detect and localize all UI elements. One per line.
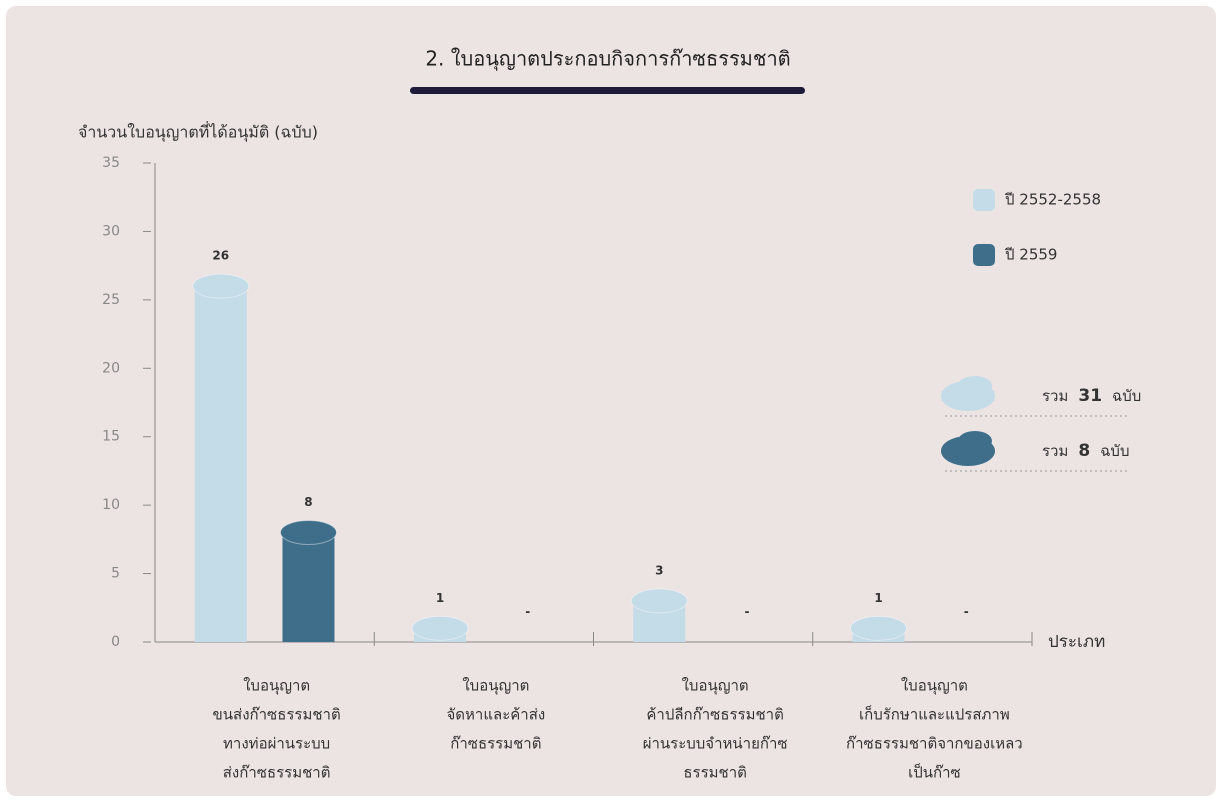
value-label: - (744, 605, 749, 619)
total-icon (958, 431, 992, 451)
title-underline (410, 87, 805, 94)
y-tick-label: 35 (102, 155, 120, 171)
legend-label: ปี 2552-2558 (1004, 191, 1101, 209)
total-label: รวม 8 ฉบับ (1042, 441, 1129, 461)
x-tick-label: ผ่านระบบจำหน่ายก๊าซ (643, 735, 788, 753)
y-tick-label: 5 (111, 566, 120, 582)
total-prefix: รวม (1042, 387, 1068, 405)
total-prefix: รวม (1042, 442, 1068, 460)
x-tick-label: ขนส่งก๊าซธรรมชาติ (213, 706, 341, 724)
x-tick-label: ใบอนุญาต (462, 677, 529, 696)
y-tick-label: 20 (102, 360, 120, 376)
value-label: 26 (212, 249, 229, 263)
x-tick-label: ใบอนุญาต (682, 677, 749, 696)
y-tick-label: 25 (102, 292, 120, 308)
x-tick-label: ค้าปลีกก๊าซธรรมชาติ (646, 706, 783, 724)
value-label: - (525, 605, 530, 619)
bar-cap (850, 615, 908, 641)
value-label: 8 (304, 495, 312, 509)
x-tick-label: เก็บรักษาและแปรสภาพ (859, 705, 1010, 724)
x-tick-label: ใบอนุญาต (243, 677, 310, 696)
total-value: 31 (1078, 386, 1102, 406)
legend-swatch (973, 244, 995, 266)
x-tick-label: เป็นก๊าซ (908, 763, 961, 782)
x-tick-label: ก๊าซธรรมชาติ (450, 735, 541, 753)
x-tick-label: ทางท่อผ่านระบบ (223, 735, 330, 753)
bar-cap (279, 520, 337, 546)
bar (194, 286, 247, 642)
total-value: 8 (1078, 441, 1090, 461)
bar-cap (411, 615, 469, 641)
total-unit: ฉบับ (1100, 442, 1129, 460)
total-unit: ฉบับ (1112, 387, 1141, 405)
chart-title: 2. ใบอนุญาตประกอบกิจการก๊าซธรรมชาติ (425, 47, 790, 72)
value-label: - (964, 605, 969, 619)
bar-cap (630, 588, 688, 614)
bar (282, 532, 335, 642)
value-label: 3 (655, 563, 663, 577)
x-tick-label: ธรรมชาติ (683, 764, 747, 782)
total-icon (958, 376, 992, 396)
value-label: 1 (436, 591, 444, 605)
y-tick-label: 15 (102, 429, 120, 445)
total-label: รวม 31 ฉบับ (1042, 386, 1141, 406)
y-axis-label: จำนวนใบอนุญาตที่ได้อนุมัติ (ฉบับ) (78, 121, 318, 143)
y-tick-label: 0 (111, 634, 120, 650)
y-tick-label: 10 (102, 497, 120, 513)
x-tick-label: จัดหาและค้าส่ง (447, 706, 546, 724)
x-tick-label: ก๊าซธรรมชาติจากของเหลว (846, 735, 1023, 753)
bar-cap (192, 273, 250, 299)
x-axis-label: ประเภท (1048, 632, 1105, 652)
y-tick-label: 30 (102, 223, 120, 239)
legend-label: ปี 2559 (1004, 246, 1057, 264)
legend-swatch (973, 189, 995, 211)
x-tick-label: ส่งก๊าซธรรมชาติ (223, 764, 331, 782)
x-tick-label: ใบอนุญาต (901, 677, 968, 696)
value-label: 1 (874, 591, 882, 605)
